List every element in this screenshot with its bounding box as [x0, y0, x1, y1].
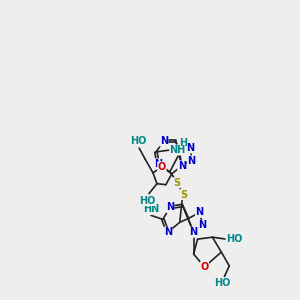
Text: N: N [187, 143, 195, 153]
Text: S: S [173, 178, 180, 188]
Text: N: N [190, 227, 198, 237]
Text: HO: HO [226, 234, 242, 244]
Text: HO: HO [214, 278, 230, 288]
Text: O: O [200, 262, 208, 272]
Text: N: N [166, 202, 174, 212]
Text: HO: HO [130, 136, 146, 146]
Text: N: N [160, 136, 168, 146]
Text: N: N [196, 207, 204, 218]
Text: H: H [142, 197, 150, 208]
Text: N: N [188, 156, 196, 166]
Text: HN: HN [143, 204, 159, 214]
Text: N: N [154, 159, 162, 169]
Text: HO: HO [139, 196, 155, 206]
Text: O: O [158, 162, 166, 172]
Text: N: N [198, 220, 207, 230]
Text: N: N [178, 161, 186, 171]
Text: S: S [180, 190, 187, 200]
Text: N: N [164, 227, 172, 237]
Text: NH: NH [169, 145, 186, 155]
Text: H: H [180, 138, 188, 148]
